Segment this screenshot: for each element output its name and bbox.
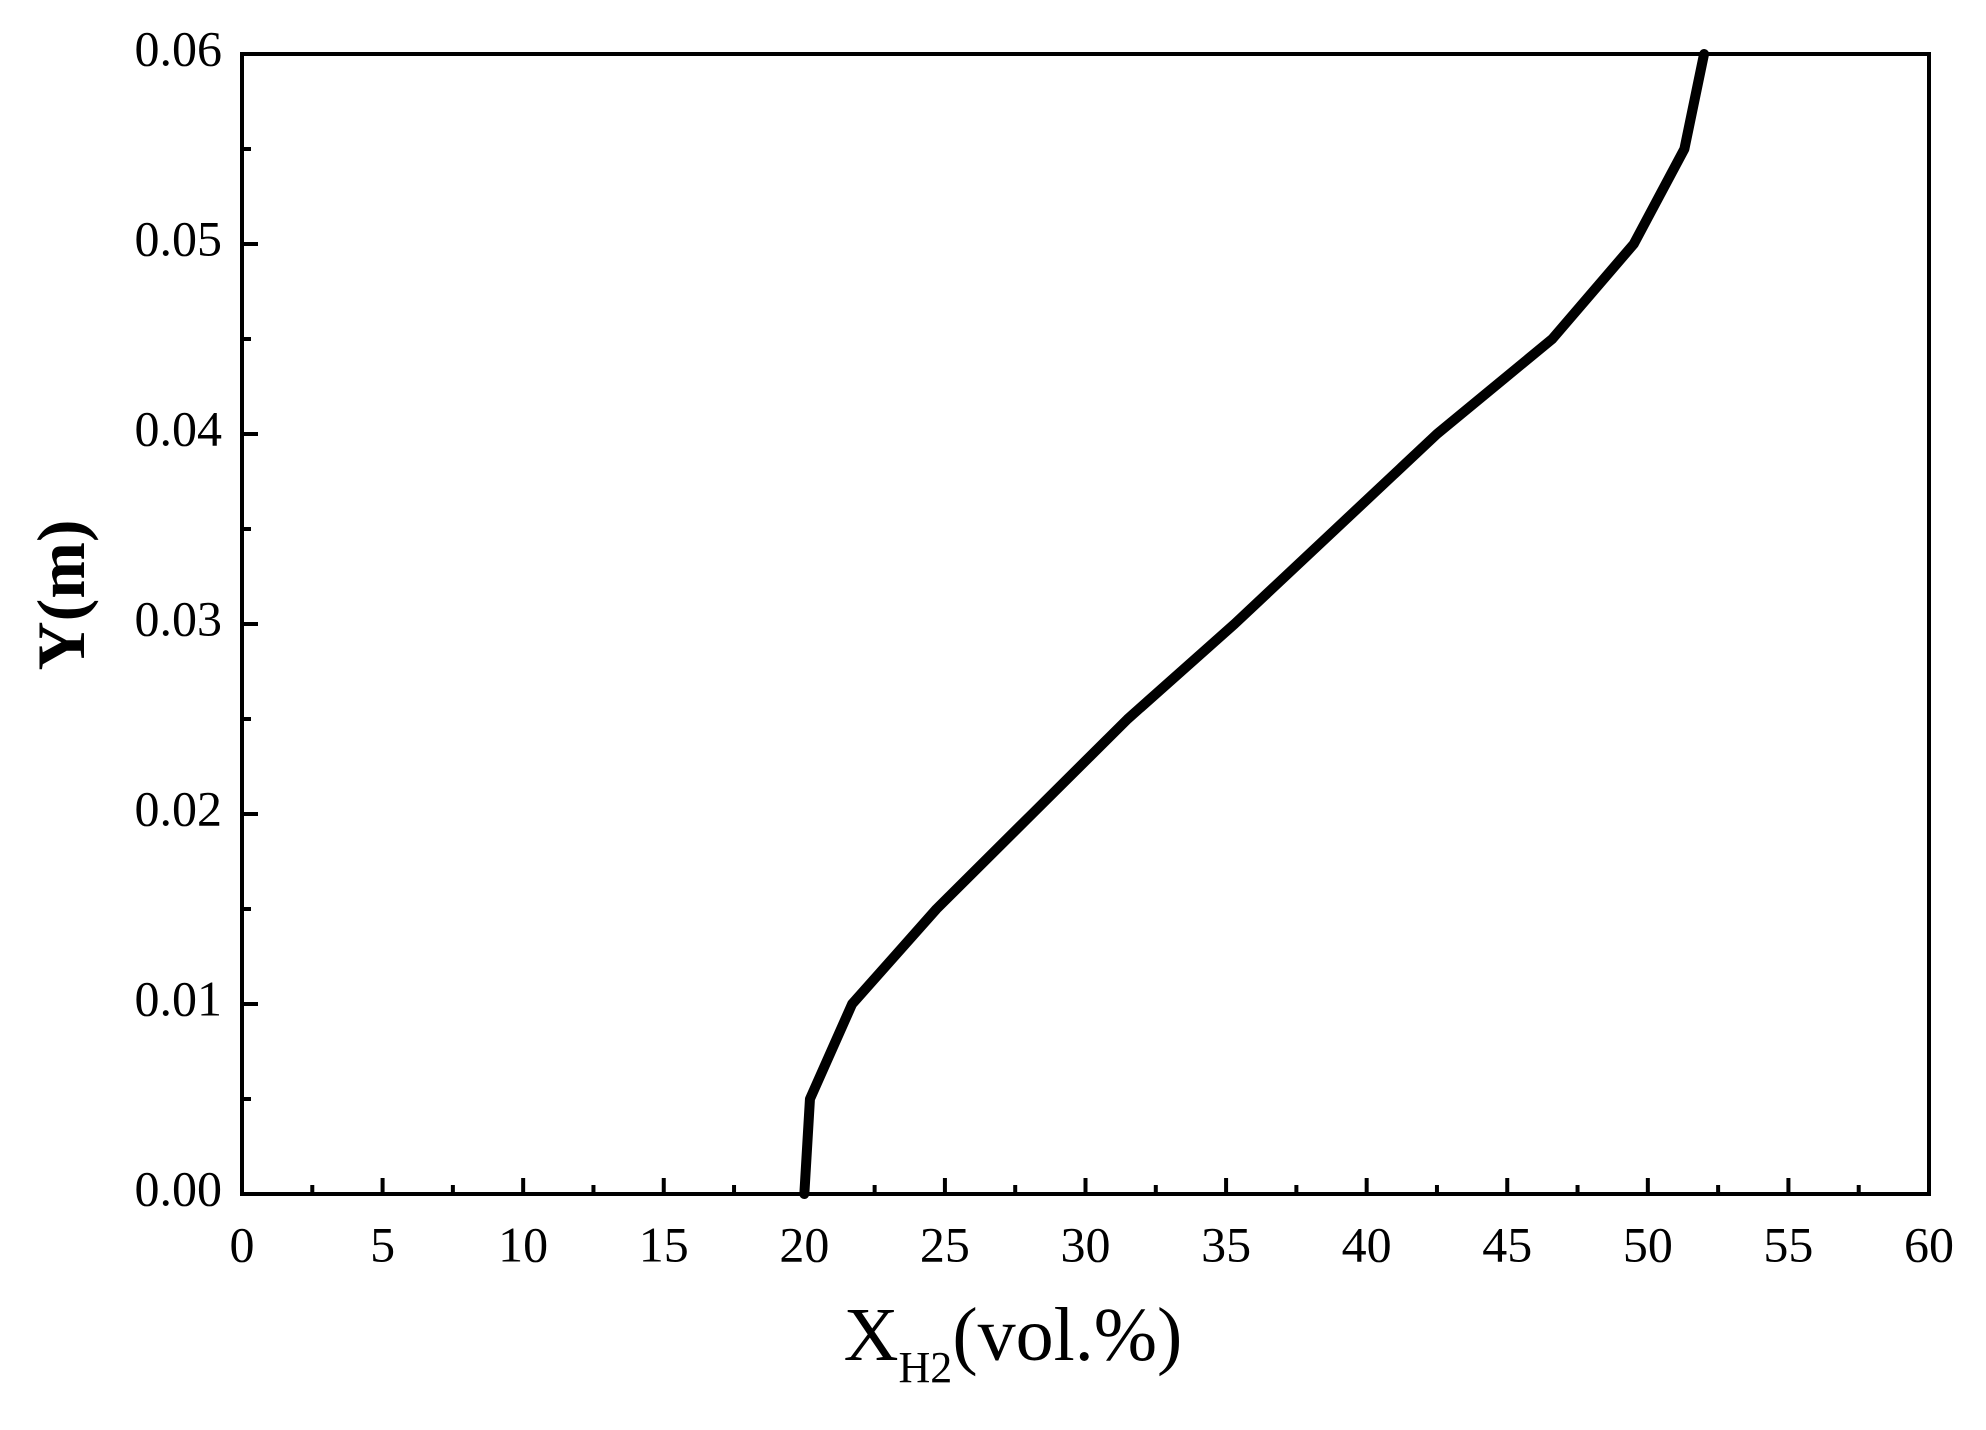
y-tick-label: 0.00 [135,1160,223,1216]
x-tick-label: 25 [920,1216,970,1272]
plot-frame [240,52,1931,1196]
x-label-sub: H2 [899,1343,953,1392]
x-axis-label: XH2(vol.%) [844,1293,1183,1392]
x-label-main: X [844,1293,899,1377]
x-tick-label: 35 [1201,1216,1251,1272]
x-tick-label: 15 [639,1216,689,1272]
y-tick-label: 0.05 [135,210,223,266]
y-axis-label: Y(m) [23,519,99,670]
x-label-unit: (vol.%) [952,1293,1182,1377]
x-tick-label: 55 [1763,1216,1813,1272]
x-tick-label: 0 [230,1216,255,1272]
x-tick-label: 20 [779,1216,829,1272]
x-tick-label: 5 [370,1216,395,1272]
y-tick-label: 0.03 [135,590,223,646]
data-line [799,49,1710,1199]
x-tick-label: 30 [1061,1216,1111,1272]
x-tick-label: 40 [1342,1216,1392,1272]
x-tick-label: 10 [498,1216,548,1272]
y-tick-label: 0.01 [135,970,223,1026]
y-tick-label: 0.04 [135,400,223,456]
y-tick-label: 0.06 [135,20,223,76]
y-tick-label: 0.02 [135,780,223,836]
x-tick-label: 50 [1623,1216,1673,1272]
x-tick-label: 45 [1482,1216,1532,1272]
x-tick-label: 60 [1904,1216,1954,1272]
